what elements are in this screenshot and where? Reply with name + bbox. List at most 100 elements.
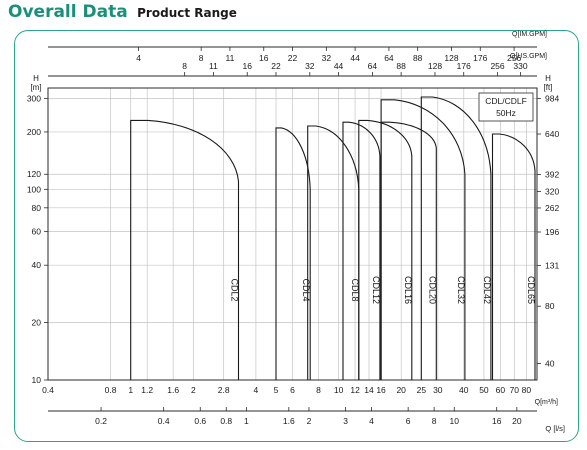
x-tick-label-m3h: 40 xyxy=(459,385,469,395)
im-gpm-tick-label: 64 xyxy=(384,53,394,63)
x-tick-label-m3h: 8 xyxy=(316,385,321,395)
legend-line1: CDL/CDLF xyxy=(485,96,527,106)
x-tick-label-m3h: 2.8 xyxy=(218,385,230,395)
x-tick-label-m3h: 1.2 xyxy=(141,385,153,395)
page-subtitle: Product Range xyxy=(137,6,237,20)
curve-cdl20 xyxy=(380,121,437,380)
im-gpm-tick-label: 11 xyxy=(226,53,235,63)
us-gpm-tick-label: 32 xyxy=(305,61,315,71)
x-tick-label-m3h: 30 xyxy=(433,385,443,395)
im-gpm-tick-label: 22 xyxy=(288,53,298,63)
y-tick-label-ft: 984 xyxy=(545,93,559,103)
ls-tick-label: 8 xyxy=(432,416,437,426)
labels: CDL/CDLF 50Hz CDL2 CDL4 CDL8 CDL12 CDL16 CDL20 C… xyxy=(230,92,536,304)
im-gpm-tick-label: 16 xyxy=(259,53,269,63)
curve-cdl4 xyxy=(275,127,311,380)
y-tick-label-ft: 262 xyxy=(545,203,559,213)
h-ft-axis-unit: [ft] xyxy=(544,83,553,92)
x-tick-label-m3h: 1 xyxy=(128,385,133,395)
chart-frame xyxy=(14,30,579,442)
im-gpm-tick-label: 256 xyxy=(507,53,521,63)
x-tick-label-m3h: 6 xyxy=(290,385,295,395)
x-tick-label-m3h: 1.6 xyxy=(167,385,179,395)
ls-tick-label: 6 xyxy=(406,416,411,426)
y-tick-label-m: 300 xyxy=(27,93,41,103)
im-gpm-axis-label: Q[IM.GPM] xyxy=(512,31,547,38)
series-label-cdl65: CDL65 xyxy=(526,276,536,304)
y-tick-label-m: 60 xyxy=(32,227,42,237)
x-tick-label-m3h: 50 xyxy=(479,385,489,395)
im-gpm-tick-label: 4 xyxy=(136,53,141,63)
y-tick-label-m: 120 xyxy=(27,169,41,179)
series-label-cdl12: CDL12 xyxy=(371,276,381,304)
x-tick-label-m3h: 80 xyxy=(522,385,532,395)
ls-tick-label: 20 xyxy=(512,416,522,426)
curves xyxy=(130,96,536,380)
y-tick-label-m: 10 xyxy=(32,375,42,385)
ls-tick-label: 0.6 xyxy=(194,416,206,426)
series-label-cdl20: CDL20 xyxy=(427,276,437,304)
x-tick-label-m3h: 25 xyxy=(417,385,427,395)
ls-tick-label: 1.6 xyxy=(283,416,295,426)
h-m-axis-label: H xyxy=(33,74,39,83)
ls-tick-label: 10 xyxy=(450,416,460,426)
x-tick-label-m3h: 16 xyxy=(376,385,386,395)
series-label-cdl4: CDL4 xyxy=(301,278,311,301)
us-gpm-tick-label: 176 xyxy=(457,61,471,71)
y-tick-label-ft: 80 xyxy=(545,301,555,311)
ls-tick-label: 1 xyxy=(244,416,249,426)
q-m3h-axis-label: Q[m³/h] xyxy=(535,399,558,406)
y-tick-label-ft: 640 xyxy=(545,129,559,139)
series-label-cdl8: CDL8 xyxy=(350,278,360,301)
series-label-cdl2: CDL2 xyxy=(230,279,240,302)
legend-line2: 50Hz xyxy=(496,108,516,118)
y-tick-label-ft: 40 xyxy=(545,359,555,369)
h-m-axis-unit: [m] xyxy=(30,83,41,92)
x-tick-label-m3h: 14 xyxy=(364,385,374,395)
us-gpm-tick-label: 8 xyxy=(182,61,187,71)
us-gpm-tick-label: 330 xyxy=(513,61,527,71)
im-gpm-tick-label: 44 xyxy=(350,53,360,63)
x-tick-label-m3h: 2 xyxy=(191,385,196,395)
us-gpm-tick-label: 256 xyxy=(490,61,504,71)
ls-tick-label: 0.8 xyxy=(220,416,232,426)
us-gpm-tick-label: 88 xyxy=(396,61,406,71)
im-gpm-tick-label: 176 xyxy=(473,53,487,63)
y-tick-label-ft: 196 xyxy=(545,227,559,237)
us-gpm-tick-label: 11 xyxy=(209,61,218,71)
us-gpm-tick-label: 128 xyxy=(428,61,442,71)
x-tick-label-m3h: 20 xyxy=(396,385,406,395)
us-gpm-tick-label: 22 xyxy=(271,61,281,71)
ls-tick-label: 3 xyxy=(343,416,348,426)
ls-tick-label: 0.2 xyxy=(95,416,107,426)
page-title: Overall Data xyxy=(8,2,128,22)
us-gpm-tick-label: 64 xyxy=(368,61,378,71)
curve-cdl65 xyxy=(491,133,536,380)
im-gpm-tick-label: 8 xyxy=(199,53,204,63)
grid xyxy=(47,88,537,381)
y-tick-label-m: 80 xyxy=(32,203,42,213)
x-tick-label-m3h: 60 xyxy=(496,385,506,395)
y-tick-label-ft: 392 xyxy=(545,170,559,180)
ls-tick-label: 0.4 xyxy=(158,416,170,426)
x-tick-label-m3h: 4 xyxy=(254,385,259,395)
y-tick-label-ft: 320 xyxy=(545,186,559,196)
curve-cdl2 xyxy=(130,119,240,380)
us-gpm-axis-label: Q[US.GPM] xyxy=(510,53,547,60)
ls-tick-label: 4 xyxy=(369,416,374,426)
y-tick-label-m: 20 xyxy=(32,318,42,328)
im-gpm-tick-label: 128 xyxy=(444,53,458,63)
x-tick-label-m3h: 70 xyxy=(510,385,520,395)
y-tick-label-m: 200 xyxy=(27,127,41,137)
y-tick-label-ft: 131 xyxy=(545,260,559,270)
curve-cdl32 xyxy=(380,99,466,380)
plot-area xyxy=(47,87,538,381)
axes: 0.4 0.8 1 1.2 1.6 2 2.8 4 5 6 8 10 12 14 16 20 25 30 40 50 6… xyxy=(27,31,565,433)
ls-tick-label: 16 xyxy=(492,416,502,426)
page-header: Overall Data Product Range xyxy=(8,2,237,24)
curve-cdl12 xyxy=(342,121,381,380)
series-label-cdl16: CDL16 xyxy=(403,276,413,304)
us-gpm-tick-label: 16 xyxy=(242,61,252,71)
curve-cdl8 xyxy=(307,125,360,380)
